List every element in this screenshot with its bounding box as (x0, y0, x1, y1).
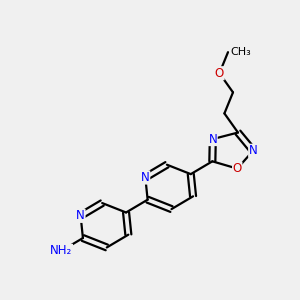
Text: N: N (249, 144, 257, 157)
Text: N: N (141, 171, 150, 184)
Text: CH₃: CH₃ (230, 47, 251, 57)
Text: N: N (208, 133, 217, 146)
Text: O: O (232, 162, 242, 175)
Text: N: N (76, 209, 85, 222)
Text: NH₂: NH₂ (50, 244, 73, 257)
Text: O: O (215, 67, 224, 80)
